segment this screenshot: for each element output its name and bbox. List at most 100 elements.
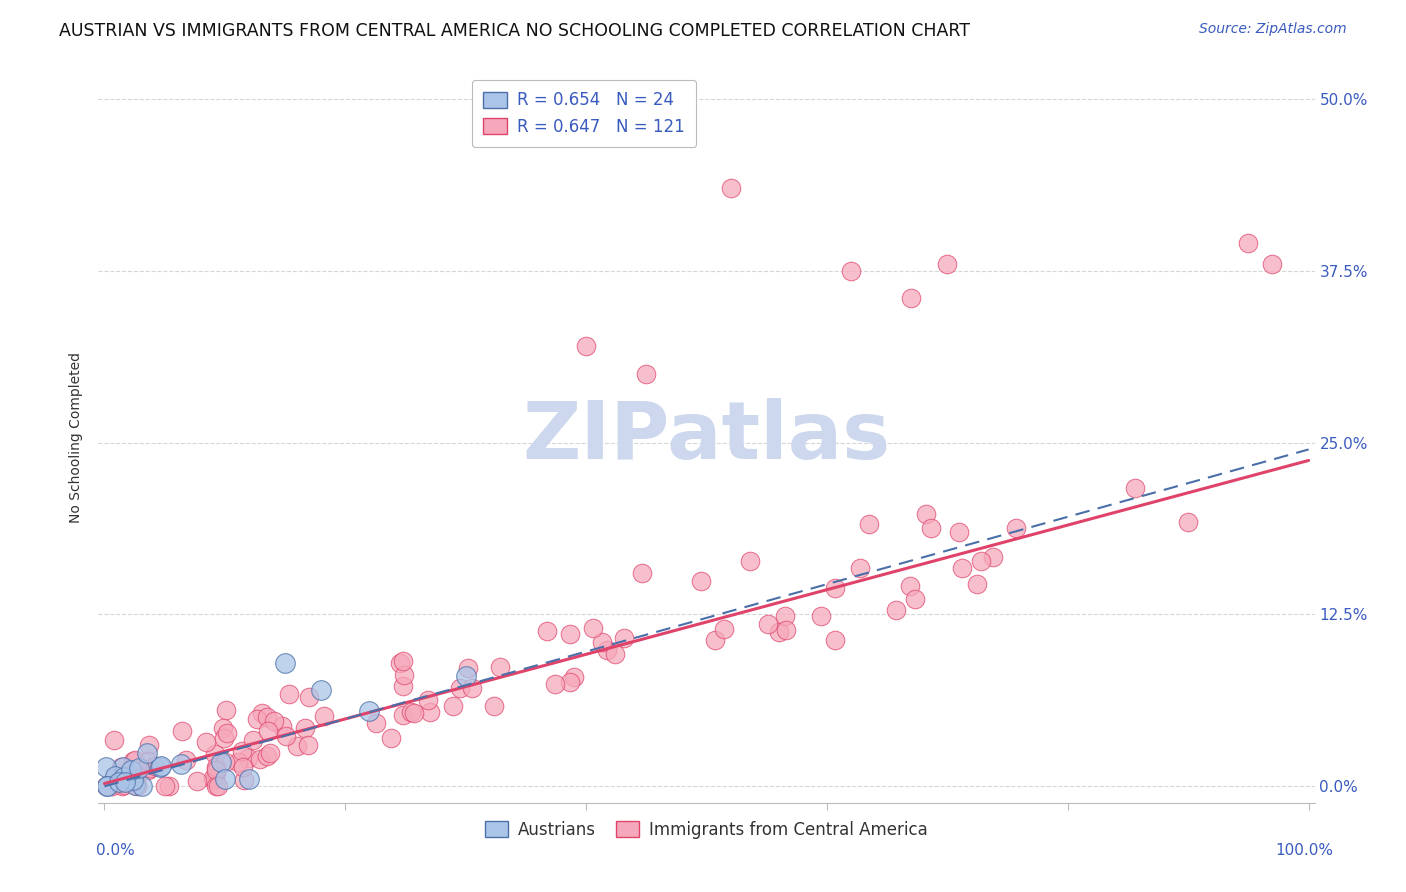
Point: [202, 772, 225, 787]
Point: [297, 690, 319, 704]
Point: [738, 554, 761, 568]
Point: [250, 706, 273, 721]
Point: [195, 735, 218, 749]
Point: [884, 603, 907, 617]
Point: [228, 755, 250, 769]
Point: [1123, 481, 1146, 495]
Point: [124, 754, 146, 768]
Point: [824, 581, 846, 595]
Point: [388, 657, 411, 671]
Point: [214, 772, 236, 787]
Point: [101, 780, 124, 794]
Point: [1237, 236, 1260, 251]
Point: [981, 550, 1004, 565]
Point: [810, 608, 832, 623]
Text: AUSTRIAN VS IMMIGRANTS FROM CENTRAL AMERICA NO SCHOOLING COMPLETED CORRELATION C: AUSTRIAN VS IMMIGRANTS FROM CENTRAL AMER…: [59, 22, 970, 40]
Point: [849, 560, 872, 574]
Point: [249, 752, 271, 766]
Point: [246, 713, 269, 727]
Point: [1177, 515, 1199, 529]
Point: [454, 669, 477, 683]
Point: [186, 773, 208, 788]
Point: [713, 622, 735, 636]
Point: [204, 780, 226, 794]
Point: [285, 739, 308, 753]
Point: [232, 760, 254, 774]
Point: [416, 693, 439, 707]
Point: [562, 671, 585, 685]
Point: [392, 654, 415, 668]
Point: [202, 771, 225, 785]
Point: [773, 608, 796, 623]
Point: [231, 744, 253, 758]
Point: [174, 753, 197, 767]
Point: [94, 760, 117, 774]
Point: [138, 763, 160, 777]
Point: [482, 698, 505, 713]
Point: [460, 681, 482, 696]
Point: [212, 731, 235, 745]
Point: [756, 617, 779, 632]
Point: [276, 729, 298, 743]
Point: [904, 592, 927, 607]
Legend: Austrians, Immigrants from Central America: Austrians, Immigrants from Central Ameri…: [478, 814, 935, 846]
Point: [274, 656, 297, 670]
Point: [294, 721, 316, 735]
Point: [603, 647, 626, 661]
Point: [238, 751, 260, 765]
Point: [309, 683, 332, 698]
Point: [256, 748, 278, 763]
Point: [96, 779, 118, 793]
Point: [704, 633, 727, 648]
Point: [110, 760, 132, 774]
Point: [950, 561, 973, 575]
Point: [125, 775, 148, 789]
Point: [120, 763, 142, 777]
Point: [157, 780, 180, 794]
Point: [214, 756, 236, 770]
Point: [544, 677, 567, 691]
Point: [948, 524, 970, 539]
Point: [138, 738, 160, 752]
Text: 100.0%: 100.0%: [1275, 843, 1333, 858]
Point: [204, 747, 226, 762]
Point: [136, 747, 159, 761]
Point: [112, 778, 135, 792]
Point: [636, 367, 658, 381]
Point: [898, 579, 921, 593]
Point: [271, 719, 294, 733]
Point: [278, 687, 301, 701]
Point: [131, 780, 153, 794]
Point: [596, 642, 619, 657]
Point: [457, 661, 479, 675]
Point: [115, 772, 138, 786]
Point: [125, 780, 148, 794]
Point: [214, 703, 236, 717]
Point: [399, 705, 422, 719]
Point: [720, 181, 742, 195]
Point: [111, 780, 134, 794]
Point: [558, 674, 581, 689]
Point: [582, 621, 605, 635]
Point: [259, 746, 281, 760]
Text: 0.0%: 0.0%: [96, 843, 135, 858]
Point: [489, 660, 512, 674]
Point: [441, 698, 464, 713]
Point: [124, 775, 146, 789]
Point: [121, 772, 143, 787]
Point: [1261, 257, 1284, 271]
Point: [558, 627, 581, 641]
Text: ZIPatlas: ZIPatlas: [523, 398, 890, 476]
Point: [768, 625, 790, 640]
Point: [96, 780, 118, 794]
Point: [207, 780, 229, 794]
Point: [839, 263, 862, 277]
Point: [205, 766, 228, 780]
Point: [631, 566, 654, 581]
Point: [575, 339, 598, 353]
Point: [900, 291, 922, 305]
Point: [215, 726, 238, 740]
Point: [112, 770, 135, 784]
Point: [263, 714, 285, 728]
Point: [419, 705, 441, 719]
